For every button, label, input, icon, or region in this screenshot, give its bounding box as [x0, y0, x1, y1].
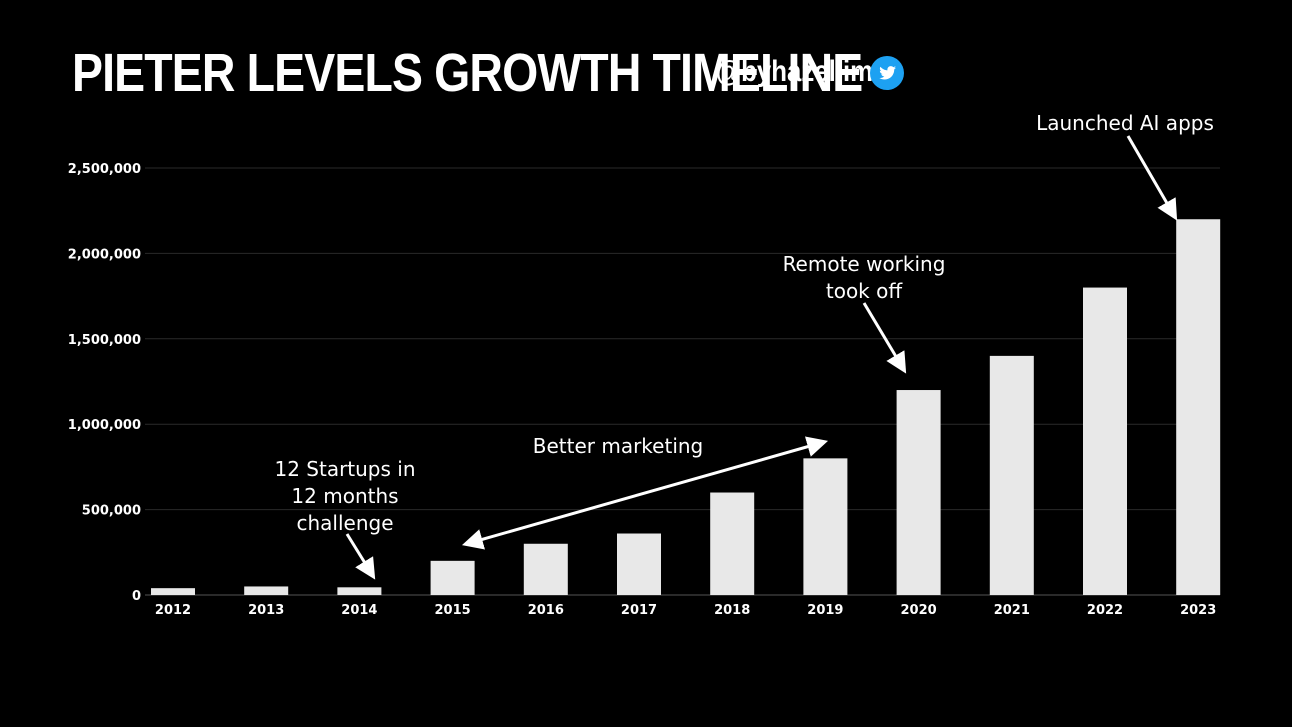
- annotation-line: challenge: [296, 511, 393, 535]
- y-tick-label: 1,000,000: [68, 418, 141, 433]
- y-tick-label: 2,500,000: [68, 162, 141, 177]
- bar-2022: [1083, 287, 1127, 595]
- annotation-line: Launched AI apps: [1036, 111, 1214, 135]
- bar-2014: [337, 587, 382, 595]
- annotation-remote: Remote working took off: [783, 252, 946, 303]
- y-tick-label: 2,000,000: [68, 247, 141, 262]
- annotation-line: Better marketing: [533, 434, 704, 458]
- chart-title: PIETER LEVELS GROWTH TIMELINE: [72, 43, 863, 103]
- annotation-arrow-marketing: [461, 436, 829, 550]
- x-tick-label: 2014: [341, 603, 377, 618]
- x-tick-label: 2013: [248, 603, 284, 618]
- bar-2019: [803, 458, 848, 595]
- x-tick-label: 2019: [807, 603, 843, 618]
- x-tick-label: 2015: [435, 603, 471, 618]
- x-tick-label: 2016: [528, 603, 564, 618]
- bar-2013: [244, 586, 289, 595]
- bar-2016: [523, 543, 568, 595]
- bar-2015: [430, 560, 475, 595]
- bar-2021: [989, 355, 1034, 595]
- y-tick-label: 1,500,000: [68, 333, 141, 348]
- x-tick-label: 2017: [621, 603, 657, 618]
- annotation-marketing: Better marketing: [533, 434, 704, 458]
- annotation-arrow-startups: [345, 533, 376, 580]
- x-tick-label: 2022: [1087, 603, 1123, 618]
- twitter-bird-icon: [870, 56, 904, 90]
- annotation-arrow-ai: [1126, 135, 1178, 221]
- x-tick-label: 2012: [155, 603, 191, 618]
- bar-2017: [617, 533, 661, 595]
- bar-2023: [1176, 219, 1221, 596]
- author-handle: @byhazellim: [716, 55, 874, 88]
- annotation-line: took off: [826, 279, 903, 303]
- x-tick-label: 2021: [994, 603, 1030, 618]
- annotation-ai: Launched AI apps: [1036, 111, 1214, 135]
- twitter-bird: [879, 66, 896, 80]
- x-tick-label: 2020: [901, 603, 937, 618]
- x-tick-label: 2018: [714, 603, 750, 618]
- annotation-line: 12 Startups in: [274, 457, 415, 481]
- bar-2020: [896, 390, 941, 595]
- annotation-line: 12 months: [291, 484, 398, 508]
- bar-2018: [710, 492, 755, 595]
- y-tick-label: 500,000: [82, 504, 141, 519]
- x-tick-label: 2023: [1180, 603, 1216, 618]
- annotation-startups: 12 Startups in 12 months challenge: [274, 457, 415, 535]
- bar-2012: [151, 588, 195, 595]
- y-tick-label: 0: [132, 589, 141, 604]
- annotation-line: Remote working: [783, 252, 946, 276]
- annotation-arrow-remote: [862, 302, 907, 374]
